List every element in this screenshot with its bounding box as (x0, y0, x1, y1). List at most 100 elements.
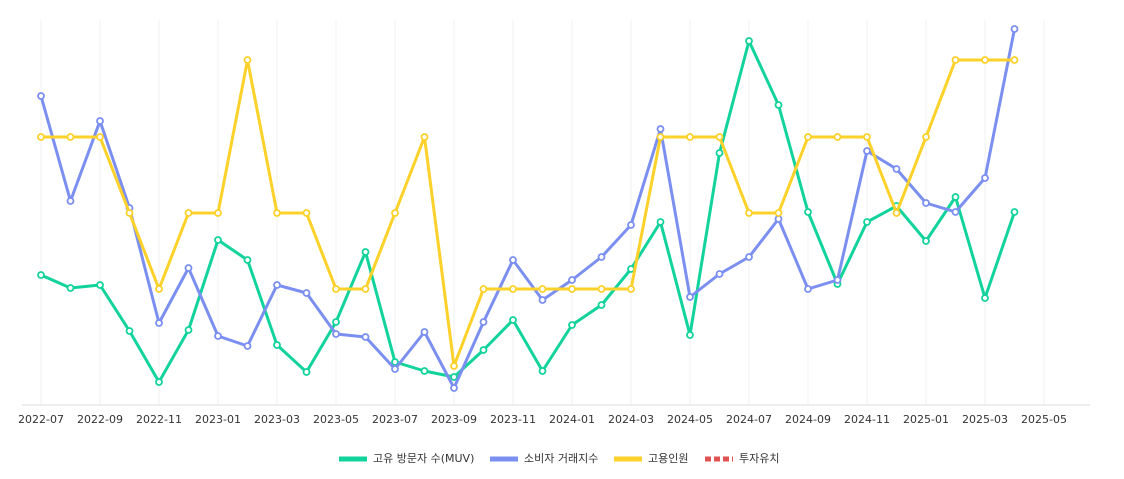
data-point (922, 199, 930, 207)
data-point (1010, 208, 1019, 216)
data-point (96, 133, 104, 141)
data-point (391, 209, 399, 217)
data-point (391, 358, 399, 366)
data-point (568, 276, 576, 284)
data-point (37, 271, 45, 279)
series-line (40, 39, 1016, 384)
data-point (243, 342, 252, 350)
data-point (804, 208, 812, 216)
data-point (332, 318, 340, 326)
data-point (243, 56, 252, 64)
data-point (922, 237, 930, 245)
x-tick-label: 2023-03 (254, 413, 300, 426)
data-point (450, 362, 458, 370)
data-point (568, 321, 576, 329)
data-point (214, 209, 222, 217)
data-point (509, 285, 517, 293)
data-point (1010, 25, 1019, 33)
data-point (981, 294, 989, 302)
data-point (96, 117, 104, 125)
data-point (745, 209, 753, 217)
data-point (863, 147, 871, 155)
data-point (656, 125, 665, 133)
data-point (774, 209, 783, 217)
x-tick-label: 2024-05 (667, 413, 713, 426)
data-point (450, 384, 458, 392)
data-point (568, 285, 576, 293)
data-point (66, 133, 75, 141)
data-point (951, 56, 960, 64)
x-tick-label: 2022-09 (77, 413, 123, 426)
x-tick-label: 2023-09 (431, 413, 477, 426)
legend-label: 고용인원 (648, 452, 688, 465)
x-tick-label: 2024-07 (726, 413, 772, 426)
x-tick-label: 2022-11 (136, 413, 182, 426)
legend-label: 고유 방문자 수(MUV) (373, 452, 474, 465)
data-point (715, 149, 724, 157)
data-point (37, 92, 45, 100)
data-point (833, 133, 842, 141)
data-point (391, 365, 399, 373)
x-tick-label: 2024-03 (608, 413, 654, 426)
data-point (273, 281, 281, 289)
data-point (981, 56, 989, 64)
data-point (420, 367, 429, 375)
data-point (981, 174, 989, 182)
data-point (302, 209, 311, 217)
data-point (155, 319, 163, 327)
data-point (686, 331, 694, 339)
data-point (804, 133, 812, 141)
x-tick-label: 2022-07 (18, 413, 64, 426)
x-tick-label: 2024-09 (785, 413, 831, 426)
data-point (656, 133, 665, 141)
data-point (302, 368, 311, 376)
legend-label: 소비자 거래지수 (524, 452, 598, 465)
x-tick-label: 2023-01 (195, 413, 241, 426)
data-point (597, 301, 606, 309)
data-point (184, 326, 193, 334)
data-point (745, 37, 753, 45)
data-point (273, 209, 281, 217)
data-point (214, 332, 222, 340)
data-point (214, 236, 222, 244)
data-point (686, 133, 694, 141)
data-point (627, 285, 635, 293)
data-point (804, 285, 812, 293)
data-point (361, 333, 370, 341)
data-point (538, 296, 547, 304)
data-point (892, 209, 901, 217)
data-point (361, 285, 370, 293)
data-point (96, 281, 104, 289)
series-line (39, 28, 1016, 390)
data-point (597, 285, 606, 293)
data-point (125, 209, 134, 217)
data-point (66, 284, 75, 292)
data-point (332, 285, 340, 293)
data-point (745, 253, 753, 261)
x-tick-label: 2024-11 (844, 413, 890, 426)
x-tick-label: 2023-11 (490, 413, 536, 426)
data-point (686, 293, 694, 301)
data-point (155, 378, 163, 386)
data-point (951, 193, 960, 201)
data-point (37, 133, 45, 141)
data-point (715, 133, 724, 141)
data-point (1010, 56, 1019, 64)
data-point (332, 330, 340, 338)
data-point (951, 208, 960, 216)
data-point (538, 367, 547, 375)
data-point (509, 256, 517, 264)
x-tick-label: 2025-01 (903, 413, 949, 426)
data-point (863, 218, 871, 226)
data-point (184, 264, 193, 272)
data-point (922, 133, 930, 141)
x-tick-label: 2025-05 (1021, 413, 1067, 426)
data-point (597, 253, 606, 261)
data-point (273, 341, 281, 349)
x-tick-label: 2023-07 (372, 413, 418, 426)
data-point (450, 373, 458, 381)
data-point (892, 165, 901, 173)
data-point (243, 256, 252, 264)
legend-label: 투자유치 (739, 452, 779, 465)
data-point (479, 346, 488, 354)
